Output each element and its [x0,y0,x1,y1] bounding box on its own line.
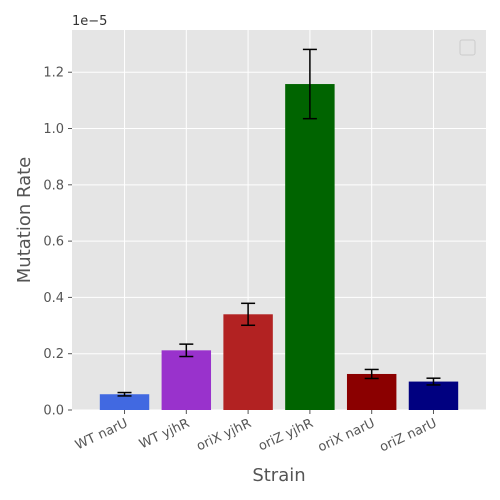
x-tick-label: WT narU [73,416,130,453]
y-tick-label: 0.6 [43,235,64,250]
y-tick-label: 1.2 [43,66,64,81]
x-tick-label: oriZ yjhR [256,416,315,454]
x-tick-label: oriZ narU [378,416,440,455]
x-axis-title: Strain [252,465,305,486]
y-ticks: 0.0 0.2 0.4 0.6 0.8 1.0 1.2 [43,66,72,419]
plot-background [72,30,486,410]
error-bar [117,391,132,397]
error-bar [426,377,441,386]
x-tick-label: oriX narU [316,416,378,455]
y-tick-label: 0.2 [43,347,64,362]
legend-box [459,39,476,56]
bar [223,314,273,410]
error-bar [241,302,256,327]
bar [346,373,397,410]
y-tick-label: 1.0 [43,122,64,137]
error-bar [364,368,379,380]
bar [408,381,459,410]
bars [99,84,459,411]
bar [99,394,150,410]
error-bar [179,343,194,358]
y-tick-label: 0.0 [43,404,64,419]
bar [161,350,212,410]
error-bars [117,48,441,397]
y-offset-label: 1e−5 [72,14,107,29]
error-bar [302,48,317,120]
y-tick-label: 0.4 [43,291,64,306]
x-tick-label: oriX yjhR [194,416,253,454]
x-tick-label: WT yjhR [137,416,192,452]
x-ticks: WT narU WT yjhR oriX yjhR oriZ yjhR oriX nar… [73,410,439,455]
y-axis-title: Mutation Rate [14,157,35,284]
bar [285,84,335,411]
y-tick-label: 0.8 [43,178,64,193]
